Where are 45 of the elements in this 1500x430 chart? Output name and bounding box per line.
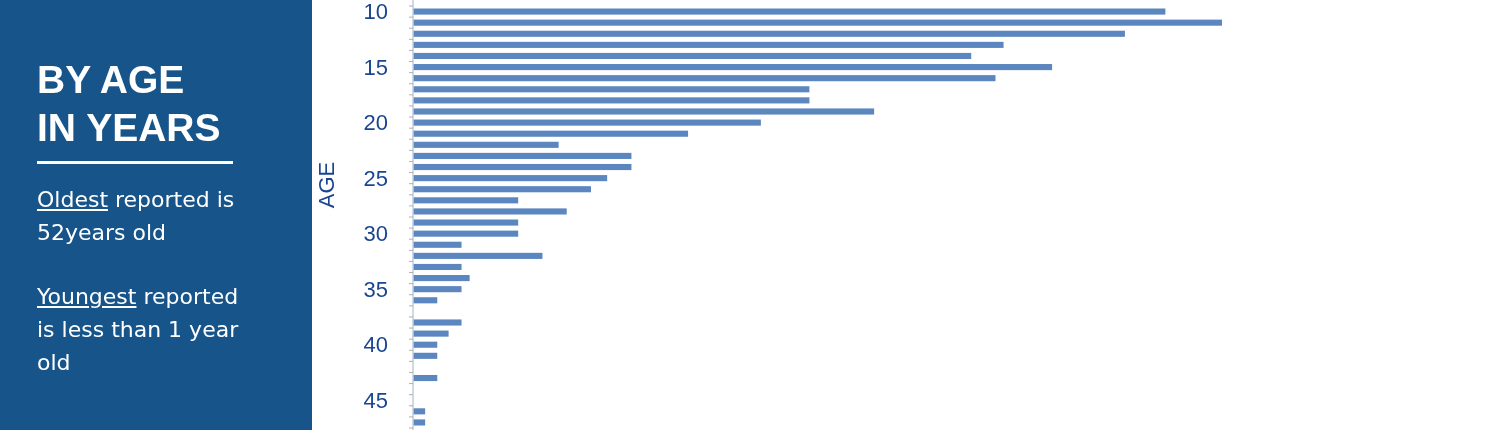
bar (413, 52, 972, 60)
bar (413, 163, 632, 171)
bar (413, 141, 559, 148)
bar (413, 41, 1004, 48)
bar (413, 186, 591, 193)
bar (413, 219, 519, 226)
bar (413, 152, 632, 159)
bar (413, 119, 761, 126)
text: Oldest reported is 52years old (37, 186, 236, 247)
y-tick-label: 45 (363, 387, 388, 413)
y-axis-title: AGE (314, 161, 339, 209)
bar (413, 241, 462, 248)
bar (413, 374, 438, 382)
bar (413, 341, 438, 348)
bar (413, 330, 449, 337)
bar (413, 197, 519, 204)
bar (413, 275, 470, 282)
bar (413, 30, 1125, 37)
bar (413, 75, 996, 82)
bar (413, 297, 438, 304)
y-tick-label: 30 (363, 221, 388, 247)
y-tick-label: 40 (363, 332, 388, 358)
y-tick-label: 15 (363, 54, 388, 80)
bar (413, 352, 438, 359)
y-tick-label: 25 (363, 165, 388, 191)
bar (413, 419, 426, 426)
bar (413, 230, 519, 237)
bar (413, 175, 608, 182)
text: Youngest reported is less than 1 year old (37, 283, 240, 377)
y-tick-label: 10 (363, 0, 388, 25)
y-tick-label: 35 (363, 276, 388, 302)
bar (413, 8, 1166, 15)
text: BY AGE IN YEARS (37, 57, 222, 151)
bar (413, 86, 810, 93)
bar (413, 252, 543, 259)
bar (413, 208, 567, 215)
bar (413, 97, 810, 104)
bar (413, 108, 875, 115)
bar (413, 130, 689, 137)
bar (413, 263, 462, 271)
bar (413, 19, 1222, 26)
bar (413, 319, 462, 326)
bar (413, 286, 462, 293)
y-tick-label: 20 (363, 110, 388, 136)
bar (413, 64, 1053, 71)
